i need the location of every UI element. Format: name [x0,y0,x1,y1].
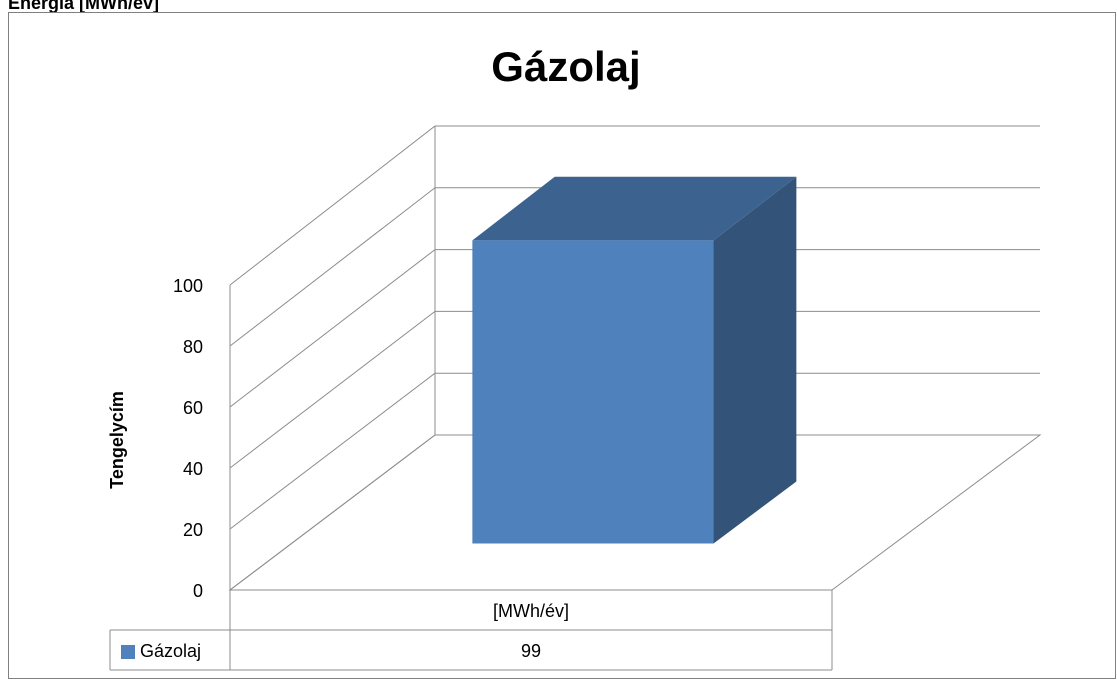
legend-swatch [121,645,135,659]
bar [472,240,714,544]
y-tick-label: 0 [193,581,203,601]
data-table-value: 99 [521,641,541,661]
grid-line [229,249,436,408]
grid-line [229,372,436,530]
bar-side [713,176,797,544]
x-tick-label: [MWh/év] [493,601,569,621]
grid-line [229,434,436,591]
y-tick-label: 80 [183,337,203,357]
bar-top [472,176,797,241]
grid-line [229,125,436,286]
grid-line [229,310,436,469]
y-tick-label: 60 [183,398,203,418]
y-tick-label: 20 [183,520,203,540]
chart-title: Gázolaj [491,43,640,90]
page-heading: Energia [MWh/év] [8,0,159,13]
legend-label: Gázolaj [140,641,201,661]
y-tick-label: 100 [173,276,203,296]
grid-line [229,187,436,347]
y-tick-label: 40 [183,459,203,479]
y-axis-label: Tengelycím [107,391,127,489]
